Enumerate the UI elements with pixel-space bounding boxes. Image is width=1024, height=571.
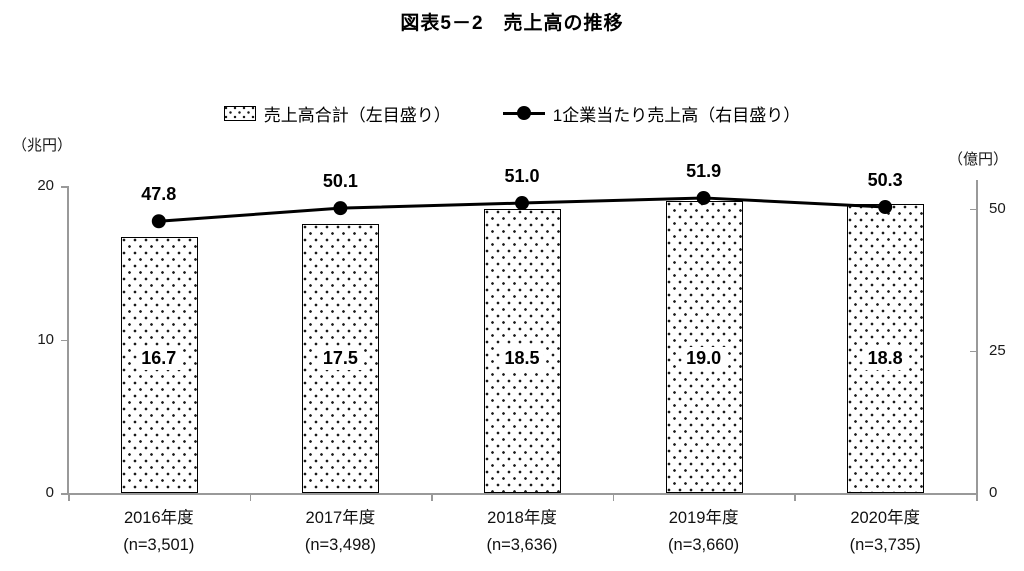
category-year-label: 2017年度 bbox=[305, 509, 376, 527]
right-axis-tick-label: 0 bbox=[989, 484, 998, 501]
data-point-marker bbox=[333, 201, 348, 216]
right-axis-unit-label: （億円） bbox=[948, 151, 1009, 168]
category-year-label: 2019年度 bbox=[668, 509, 739, 527]
bar-value-label: 18.5 bbox=[500, 347, 544, 370]
x-axis-tick bbox=[249, 493, 252, 501]
category-n-label: (n=3,498) bbox=[304, 536, 376, 554]
line-value-label: 50.3 bbox=[867, 170, 903, 191]
left-axis-tick bbox=[61, 493, 68, 495]
x-axis-tick bbox=[794, 493, 796, 501]
right-axis-tick bbox=[970, 350, 977, 353]
right-axis-line bbox=[976, 180, 978, 493]
category-n-label: (n=3,501) bbox=[123, 536, 195, 554]
category-n-label: (n=3,636) bbox=[486, 536, 558, 554]
left-axis-tick bbox=[61, 339, 68, 341]
category-year-label: 2020年度 bbox=[850, 509, 921, 527]
legend-item-line-series: 1企業当たり売上高（右目盛り） bbox=[502, 101, 801, 126]
bar-value-label: 16.7 bbox=[137, 347, 181, 370]
left-axis-tick-label: 10 bbox=[37, 330, 54, 348]
dotted-bar-swatch-icon bbox=[223, 105, 256, 121]
bar-value-label: 19.0 bbox=[682, 347, 726, 370]
category-label-2019年度: 2019年度 (n=3,660) bbox=[668, 505, 739, 559]
category-label-2017年度: 2017年度 (n=3,498) bbox=[305, 505, 376, 559]
x-axis-tick bbox=[431, 493, 433, 501]
x-axis-line bbox=[68, 493, 977, 495]
line-value-label: 47.8 bbox=[141, 184, 177, 205]
bar-value-label: 17.5 bbox=[318, 347, 362, 370]
right-axis-tick bbox=[970, 493, 977, 495]
legend-line-label: 1企業当たり売上高（右目盛り） bbox=[552, 105, 801, 125]
category-year-label: 2016年度 bbox=[123, 509, 194, 527]
x-axis-tick bbox=[612, 493, 615, 501]
line-value-label: 51.9 bbox=[686, 160, 722, 181]
line-value-label: 51.0 bbox=[504, 166, 540, 187]
legend-item-bar-series: 売上高合計（左目盛り） bbox=[223, 101, 451, 126]
category-year-label: 2018年度 bbox=[487, 509, 557, 527]
right-axis-tick bbox=[970, 208, 977, 211]
left-axis-tick-label: 0 bbox=[45, 484, 54, 501]
x-axis-tick bbox=[976, 493, 978, 501]
line-marker-swatch-icon bbox=[502, 106, 545, 120]
bar-2020年度 bbox=[847, 204, 925, 493]
data-point-marker bbox=[515, 196, 529, 211]
category-label-2018年度: 2018年度 (n=3,636) bbox=[486, 505, 557, 559]
legend-bar-label: 売上高合計（左目盛り） bbox=[263, 105, 451, 125]
right-axis-tick-label: 25 bbox=[989, 341, 1006, 359]
x-axis-tick bbox=[68, 493, 70, 501]
category-label-2016年度: 2016年度 (n=3,501) bbox=[123, 505, 194, 559]
legend: 売上高合計（左目盛り） 1企業当たり売上高（右目盛り） bbox=[0, 98, 1024, 128]
category-n-label: (n=3,660) bbox=[668, 536, 740, 554]
line-value-label: 50.1 bbox=[322, 171, 358, 192]
category-label-2020年度: 2020年度 (n=3,735) bbox=[850, 505, 921, 559]
left-axis-unit-label: （兆円） bbox=[12, 137, 73, 154]
category-n-label: (n=3,735) bbox=[849, 536, 921, 554]
chart-title: 図表5－2 売上高の推移 bbox=[400, 13, 624, 34]
data-point-marker bbox=[151, 214, 166, 229]
left-axis-tick-label: 20 bbox=[37, 177, 54, 194]
left-axis-tick bbox=[61, 186, 68, 188]
right-axis-tick-label: 50 bbox=[989, 199, 1006, 217]
bar-value-label: 18.8 bbox=[863, 347, 907, 370]
